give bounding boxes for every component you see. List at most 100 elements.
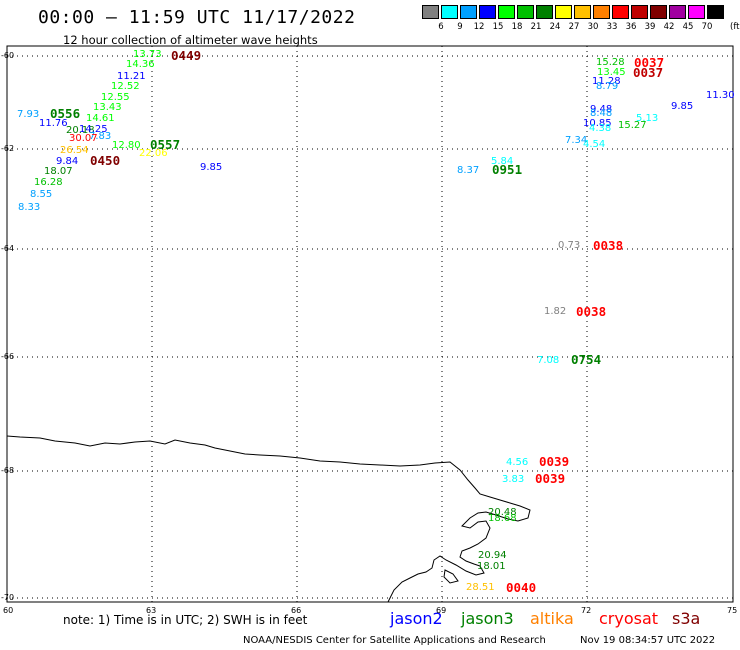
wave-height-value: 8.48: [590, 108, 613, 119]
wave-height-value: 0.73: [558, 240, 581, 251]
wave-height-value: 12.55: [101, 92, 130, 103]
wave-height-value: 11.30: [706, 90, 735, 101]
lon-tick-label: 66: [291, 606, 302, 615]
wave-height-value: 14.61: [86, 113, 115, 124]
legend-swatch: [536, 5, 553, 19]
wave-height-value: 4.38: [589, 123, 612, 134]
wave-height-value: 3.83: [502, 474, 525, 485]
generated-timestamp: Nov 19 08:34:57 UTC 2022: [580, 635, 716, 646]
wave-height-value: 18.01: [477, 561, 506, 572]
legend-swatch: [574, 5, 591, 19]
legend-label: 33: [606, 22, 618, 32]
satellite-key-s3a: s3a: [672, 609, 701, 628]
wave-height-value: 9.48: [590, 104, 613, 115]
wave-height-value: 13.43: [93, 102, 122, 113]
wave-height-value: 22.06: [139, 148, 168, 159]
legend-label: 18: [511, 22, 523, 32]
legend-label: 12: [473, 22, 485, 32]
pass-time-label: 0754: [571, 352, 602, 367]
legend-swatch: [707, 5, 724, 19]
legend-swatch: [650, 5, 667, 19]
legend-label: 70: [701, 22, 713, 32]
wave-height-value: 28.51: [466, 582, 495, 593]
lon-tick-label: 63: [146, 606, 157, 615]
lat-tick-label: -70: [1, 593, 15, 602]
pass-time-label: 0039: [535, 471, 566, 486]
satellite-key-jason2: jason2: [390, 609, 443, 628]
credit-line: NOAA/NESDIS Center for Satellite Applica…: [243, 635, 546, 646]
wave-height-value: 7.08: [537, 355, 560, 366]
wave-height-value: 1.82: [544, 306, 567, 317]
wave-height-value: 8.79: [596, 81, 619, 92]
map-subtitle: 12 hour collection of altimeter wave hei…: [63, 33, 318, 47]
lat-tick-label: -60: [1, 51, 15, 60]
wave-height-value: 16.28: [34, 177, 63, 188]
pass-time-label: 0037: [633, 65, 664, 80]
wave-height-value: 5.84: [491, 156, 514, 167]
wave-height-value: 12.80: [112, 140, 141, 151]
pass-time-label: 0038: [593, 238, 624, 253]
map-frame: [6, 45, 734, 603]
graticule: [7, 46, 733, 602]
lon-tick-label: 75: [727, 606, 738, 615]
wave-height-value: 14.25: [79, 124, 108, 135]
coastline-islet: [443, 569, 459, 584]
wave-height-value: 10.85: [583, 118, 612, 129]
legend-swatch: [479, 5, 496, 19]
wave-height-value: 7.83: [89, 131, 112, 142]
wave-height-value: 11.21: [117, 71, 146, 82]
wave-height-value: 8.33: [18, 202, 41, 213]
legend-label: 39: [644, 22, 656, 32]
legend-swatch: [460, 5, 477, 19]
pass-time-label: 0557: [150, 137, 181, 152]
wave-height-value: 12.52: [111, 81, 140, 92]
legend-swatch: [593, 5, 610, 19]
wave-height-value: 5.13: [636, 113, 659, 124]
legend-label: 9: [457, 22, 463, 32]
satellite-key-cryosat: cryosat: [599, 609, 659, 628]
legend-swatch: [441, 5, 458, 19]
legend-label: 27: [568, 22, 580, 32]
legend-unit: (ft): [730, 22, 740, 32]
legend-label: 6: [438, 22, 444, 32]
wave-height-value: 20.18: [66, 125, 95, 136]
wave-height-value: 4.56: [506, 457, 529, 468]
wave-height-value: 20.48: [488, 507, 517, 518]
wave-height-value: 8.37: [457, 165, 480, 176]
wave-height-value: 15.27: [618, 120, 647, 131]
pass-time-label: 0040: [506, 580, 537, 595]
lat-tick-label: -66: [1, 352, 15, 361]
pass-time-label: 0037: [634, 55, 665, 70]
wave-height-value: 11.76: [39, 118, 68, 129]
legend-swatch: [631, 5, 648, 19]
satellite-key-jason3: jason3: [461, 609, 514, 628]
lon-tick-label: 60: [3, 606, 14, 615]
legend-swatch: [555, 5, 572, 19]
legend-label: 45: [682, 22, 694, 32]
legend-swatch: [669, 5, 686, 19]
wave-height-value: 9.84: [56, 156, 79, 167]
wave-height-value: 15.28: [596, 57, 625, 68]
wave-height-value: 13.45: [597, 67, 626, 78]
lat-tick-label: -68: [1, 466, 15, 475]
legend-swatch: [688, 5, 705, 19]
legend-label: 42: [663, 22, 675, 32]
map-title: 00:00 – 11:59 UTC 11/17/2022: [38, 7, 356, 28]
legend-label: 21: [530, 22, 542, 32]
wave-height-value: 26.54: [60, 145, 89, 156]
wave-height-value: 18.68: [488, 513, 517, 524]
legend-swatch: [498, 5, 515, 19]
wave-height-value: 9.85: [671, 101, 694, 112]
pass-time-label: 0951: [492, 162, 523, 177]
wave-height-value: 11.28: [592, 76, 621, 87]
legend-label: 36: [625, 22, 637, 32]
lat-tick-label: -64: [1, 244, 15, 253]
wave-height-value: 7.93: [17, 109, 40, 120]
lon-tick-label: 72: [581, 606, 592, 615]
pass-time-label: 0039: [539, 454, 570, 469]
wave-height-value: 13.73: [133, 49, 162, 60]
pass-time-label: 0449: [171, 48, 202, 63]
satellite-key-altika: altika: [530, 609, 574, 628]
